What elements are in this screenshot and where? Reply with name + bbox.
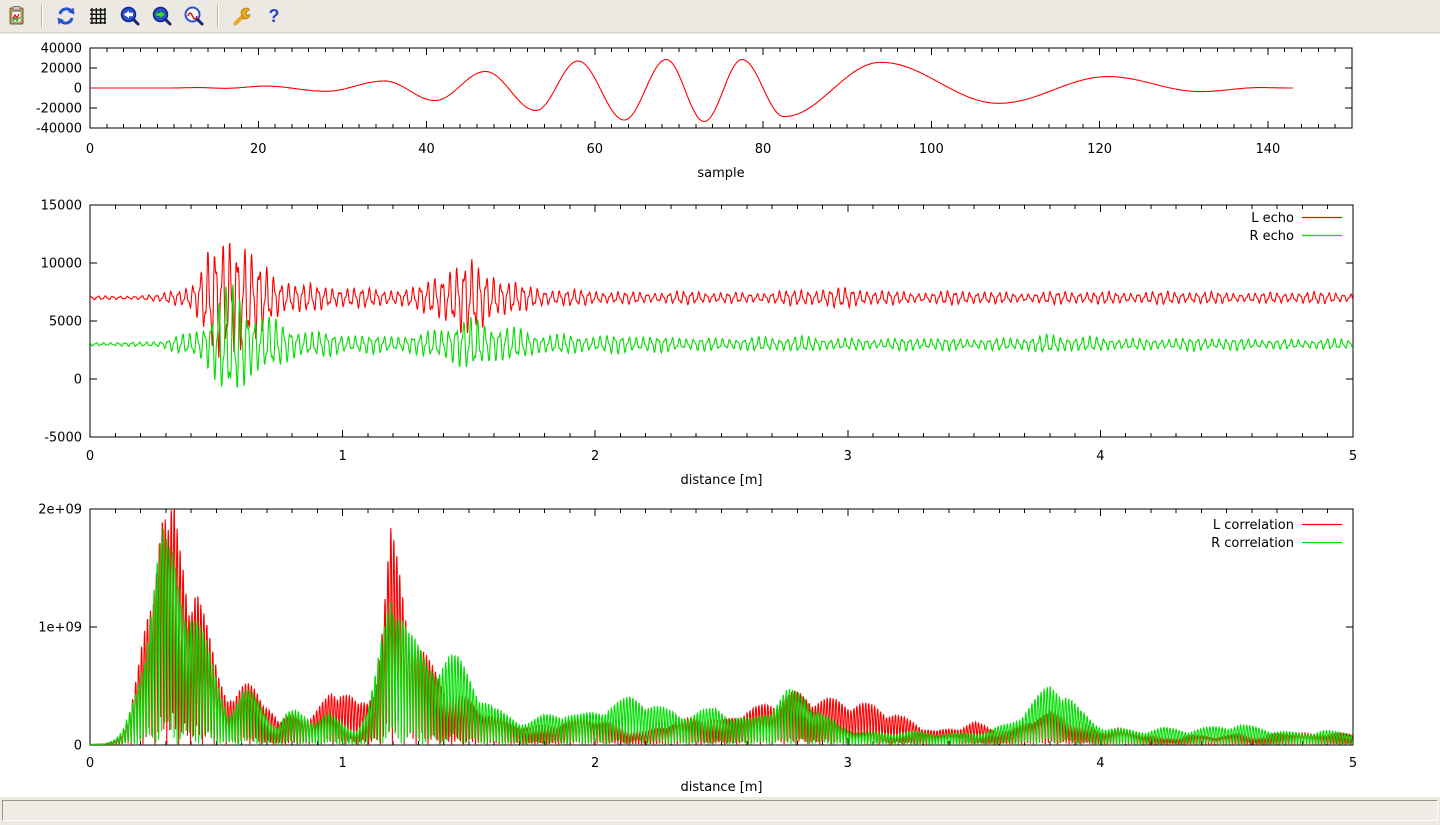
x-axis-label: distance [m] [680, 780, 762, 795]
plot-border [89, 508, 1354, 746]
help-button[interactable]: ? [260, 2, 288, 30]
wrench-icon [233, 7, 251, 26]
x-axis-label: distance [m] [680, 473, 762, 488]
y-tick-label: 2e+09 [38, 503, 82, 518]
svg-text:?: ? [269, 6, 280, 26]
magnifier-left-arrow-icon [120, 6, 140, 26]
toggle-grid-button[interactable] [84, 2, 112, 30]
grid-icon [90, 8, 106, 24]
y-tick-label: 0 [74, 373, 82, 388]
x-tick-label: 2 [591, 449, 599, 464]
y-tick-label: 20000 [41, 62, 82, 77]
plots-svg: 0 20 40 60 80 100 120 140-40000-200000200004000… [36, 42, 1358, 796]
plot-1: 0 20 40 60 80 100 120 140 -40000 -20000 0 20000 4000… [36, 42, 1353, 181]
plot-border [89, 204, 1354, 438]
autoscale-button[interactable] [180, 2, 208, 30]
series-chirp [90, 59, 1294, 123]
y-tick-label: 5000 [49, 315, 82, 330]
y-tick-label: -5000 [44, 431, 82, 446]
x-tick-label: 3 [844, 449, 852, 464]
x-tick-label: 40 [418, 142, 435, 157]
plot-canvas[interactable]: 0 20 40 60 80 100 120 140 -40000 -20000 0 20000 4000… [0, 34, 1440, 797]
x-tick-label: 80 [755, 142, 772, 157]
x-tick-label: 100 [919, 142, 944, 157]
x-tick-label: 0 [86, 449, 94, 464]
x-tick-label: 2 [591, 756, 599, 771]
magnifier-right-arrow-icon [152, 6, 172, 26]
y-tick-label: 40000 [41, 42, 82, 57]
status-panel [2, 800, 1438, 821]
axis-ticks [89, 204, 1354, 438]
clipboard-chart-icon [9, 6, 24, 25]
replot-button[interactable] [52, 2, 80, 30]
x-tick-label: 120 [1087, 142, 1112, 157]
x-tick-label: 1 [338, 756, 346, 771]
x-tick-label: 0 [86, 142, 94, 157]
series-R-correlation [90, 528, 1353, 745]
zoom-previous-button[interactable] [116, 2, 144, 30]
magnifier-plot-icon [184, 6, 204, 26]
x-tick-label: 3 [844, 756, 852, 771]
x-axis-label: sample [697, 166, 744, 181]
configure-button[interactable] [228, 2, 256, 30]
x-tick-label: 1 [338, 449, 346, 464]
status-bar [0, 797, 1440, 825]
plot-2: 0 1 2 3 4 5 -5000 0 5000 10000 15000 distance [m] L … [41, 199, 1358, 489]
y-tick-label: -20000 [36, 102, 82, 117]
refresh-icon [57, 7, 75, 25]
y-tick-label: 15000 [41, 199, 82, 214]
x-tick-label: 5 [1349, 449, 1357, 464]
y-tick-label: 10000 [41, 257, 82, 272]
toolbar: ? [0, 0, 1440, 33]
copy-to-clipboard-button[interactable] [4, 2, 32, 30]
y-tick-label: 1e+09 [38, 621, 82, 636]
y-tick-label: -40000 [36, 122, 82, 137]
series-L-echo [90, 243, 1353, 358]
axis-ticks [89, 508, 1354, 746]
x-tick-label: 4 [1096, 756, 1104, 771]
x-tick-label: 4 [1096, 449, 1104, 464]
toolbar-separator [217, 5, 219, 27]
x-tick-label: 0 [86, 756, 94, 771]
x-tick-label: 60 [587, 142, 604, 157]
question-mark-icon: ? [269, 6, 280, 26]
y-tick-label: 0 [74, 82, 82, 97]
x-tick-label: 20 [250, 142, 267, 157]
plot-border [89, 47, 1353, 129]
x-tick-label: 5 [1349, 756, 1357, 771]
axis-ticks [89, 47, 1353, 129]
series-R-echo [90, 284, 1353, 388]
legend-label: L correlation [1213, 518, 1294, 533]
legend-label: R correlation [1211, 536, 1294, 551]
legend-label: L echo [1251, 211, 1294, 226]
zoom-next-button[interactable] [148, 2, 176, 30]
x-tick-label: 140 [1255, 142, 1280, 157]
toolbar-separator [41, 5, 43, 27]
y-tick-label: 0 [74, 739, 82, 754]
legend-label: R echo [1249, 229, 1294, 244]
plot-3: 0 1 2 3 4 5 0 1e+09 2e+09 distance [m] L correlati… [38, 503, 1357, 796]
series-L-correlation [90, 509, 1353, 745]
